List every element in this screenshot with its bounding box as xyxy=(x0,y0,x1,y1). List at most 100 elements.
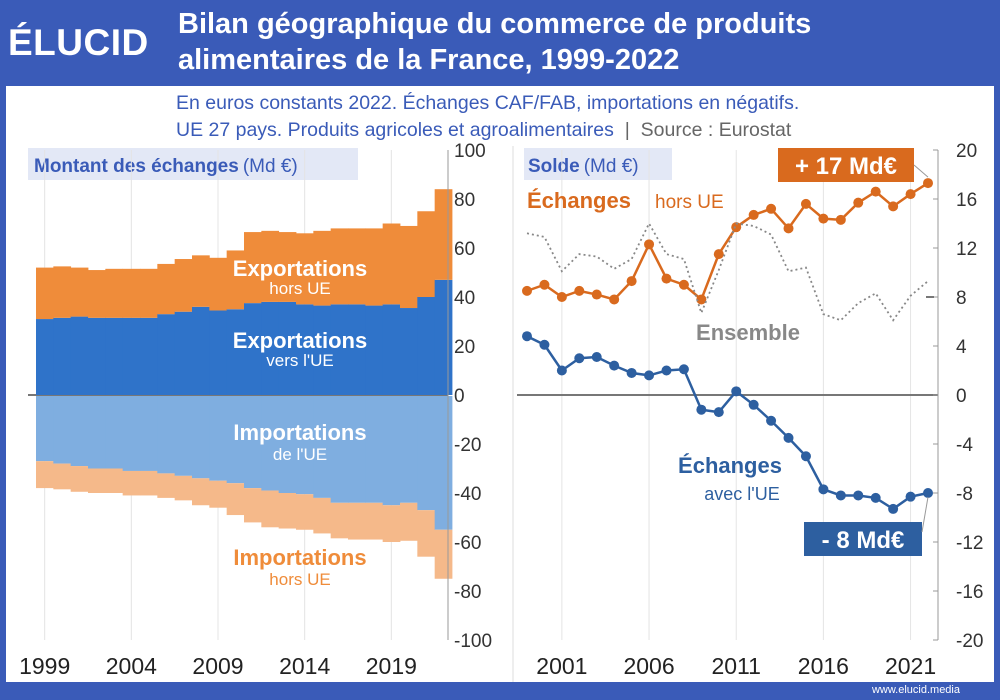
left-y-tick-label: -20 xyxy=(454,435,481,456)
bar-imports-non-eu xyxy=(226,483,245,516)
bar-imports-eu xyxy=(226,396,245,484)
chart-panel: En euros constants 2022. Échanges CAF/FA… xyxy=(6,86,994,682)
right-series-point xyxy=(731,386,742,397)
right-chart-title-unit: (Md €) xyxy=(584,156,639,177)
right-series-point xyxy=(748,209,759,220)
left-series-label-sub: vers l'UE xyxy=(266,351,333,370)
right-series-point xyxy=(818,213,829,224)
bar-exports-eu xyxy=(261,301,280,395)
right-x-tick-label: 2021 xyxy=(885,653,936,679)
left-y-tick-label: -60 xyxy=(454,533,481,554)
bar-imports-eu xyxy=(244,396,262,489)
right-x-tick-label: 2016 xyxy=(798,653,849,679)
bar-imports-non-eu xyxy=(244,488,262,523)
bar-exports-non-eu xyxy=(36,267,54,320)
bar-exports-non-eu xyxy=(122,268,141,318)
bar-exports-non-eu xyxy=(157,263,176,315)
bar-exports-eu xyxy=(244,303,262,395)
title-line-1: Bilan géographique du commerce de produi… xyxy=(178,8,812,40)
bar-imports-non-eu xyxy=(122,470,141,496)
right-series-point xyxy=(713,407,724,418)
left-y-tick-label: -80 xyxy=(454,582,481,603)
left-x-tick-label: 2014 xyxy=(279,653,330,679)
right-series-point xyxy=(626,276,637,287)
bar-imports-eu xyxy=(400,396,418,503)
bar-imports-non-eu xyxy=(70,466,89,492)
right-series-point xyxy=(522,285,532,296)
left-y-tick-label: 60 xyxy=(454,239,475,260)
right-series-point xyxy=(835,214,846,225)
bar-imports-eu xyxy=(105,396,124,469)
bar-exports-eu xyxy=(122,317,141,395)
bar-exports-eu xyxy=(278,301,297,395)
left-y-tick-label: 20 xyxy=(454,337,475,358)
right-series-point xyxy=(678,364,689,375)
bar-imports-non-eu xyxy=(140,470,158,496)
left-x-tick-label: 2004 xyxy=(106,653,157,679)
bar-imports-eu xyxy=(313,396,332,498)
left-series-label-sub: hors UE xyxy=(269,279,330,298)
right-series-point xyxy=(661,365,672,376)
right-series-point xyxy=(766,415,777,426)
left-y-tick-label: -40 xyxy=(454,484,481,505)
left-y-tick-label: 40 xyxy=(454,288,475,309)
right-series-point xyxy=(905,491,916,502)
bar-exports-non-eu xyxy=(53,266,72,318)
bar-exports-non-eu xyxy=(70,267,89,317)
right-chart-grid xyxy=(517,150,938,640)
bar-imports-non-eu xyxy=(417,510,436,557)
right-series-label-sub: avec l'UE xyxy=(704,484,779,504)
right-y-tick-label: 8 xyxy=(956,288,967,309)
end-value-label-eu: - 8 Md€ xyxy=(822,527,905,554)
right-y-tick-label: 4 xyxy=(956,337,967,358)
bar-imports-eu xyxy=(365,396,384,503)
bar-imports-non-eu xyxy=(53,463,72,490)
bar-exports-eu xyxy=(36,319,54,395)
bar-imports-eu xyxy=(36,396,54,462)
footer-bar: www.elucid.media xyxy=(0,682,1000,700)
right-chart-lines xyxy=(522,178,933,514)
left-y-tick-label: -100 xyxy=(454,631,492,652)
bar-imports-eu xyxy=(417,396,436,511)
bar-exports-non-eu xyxy=(226,250,245,310)
right-series-point xyxy=(591,289,602,300)
left-x-tick-label: 1999 xyxy=(19,653,70,679)
subtitle-line-1: En euros constants 2022. Échanges CAF/FA… xyxy=(176,92,800,114)
right-x-tick-label: 2011 xyxy=(711,653,760,679)
right-x-tick-label: 2001 xyxy=(536,653,587,679)
right-series-point xyxy=(644,370,655,381)
bar-imports-non-eu xyxy=(348,502,366,540)
right-series-label-sub: hors UE xyxy=(655,192,724,213)
right-y-tick-label: -4 xyxy=(956,435,973,456)
bar-exports-non-eu xyxy=(400,225,418,309)
title-line-2: alimentaires de la France, 1999-2022 xyxy=(178,44,680,76)
logo-area: ÉLUCID xyxy=(0,0,163,86)
right-y-tick-label: 16 xyxy=(956,190,977,211)
bar-exports-non-eu xyxy=(209,257,228,311)
left-series-label-sub: hors UE xyxy=(269,570,330,589)
right-y-tick-label: -16 xyxy=(956,582,983,603)
bar-imports-eu xyxy=(209,396,228,481)
right-series-point xyxy=(870,186,881,197)
left-chart-axis: 100 80 60 40 20 0 -20 -40 -60 -80 -100 1999 2004 2009… xyxy=(19,141,492,679)
bar-exports-non-eu xyxy=(382,223,401,305)
right-y-tick-label: -20 xyxy=(956,631,983,652)
bar-imports-eu xyxy=(70,396,89,467)
bar-exports-eu xyxy=(330,304,349,395)
title-area: Bilan géographique du commerce de produi… xyxy=(166,0,1000,86)
right-series-point xyxy=(923,488,933,498)
bar-exports-eu xyxy=(365,305,384,395)
left-chart-title-bg xyxy=(28,148,358,180)
right-series-point xyxy=(748,399,759,410)
left-x-tick-label: 2019 xyxy=(366,653,417,679)
bar-imports-non-eu xyxy=(382,505,401,542)
right-series-point xyxy=(818,484,829,495)
bar-exports-eu xyxy=(192,306,210,395)
right-series-point xyxy=(713,249,724,260)
bar-exports-eu xyxy=(88,317,106,395)
right-series-point xyxy=(644,239,655,250)
left-chart-title-text: Montant des échanges xyxy=(34,156,239,177)
bar-exports-non-eu xyxy=(174,259,193,312)
